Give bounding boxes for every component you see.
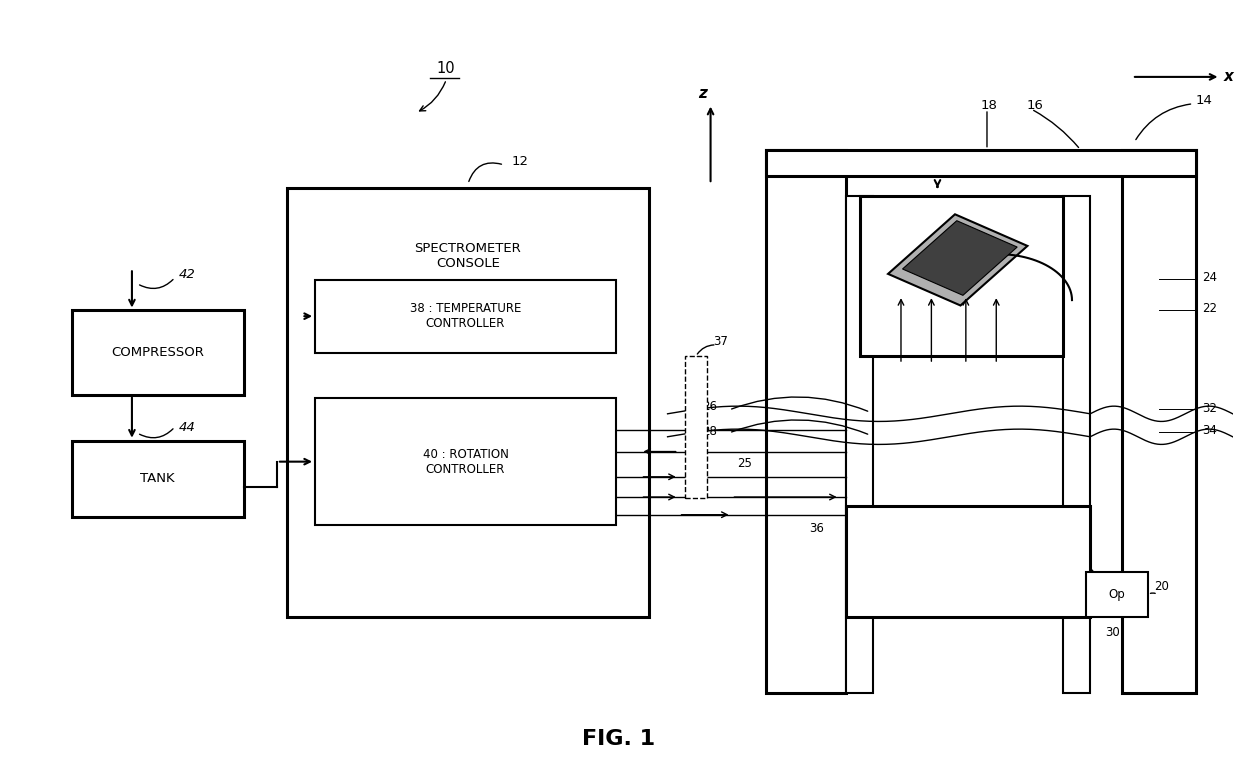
Bar [766,149,846,694]
Bar [315,399,616,525]
Bar [846,196,873,694]
Text: 36: 36 [808,522,823,535]
Text: 32: 32 [1202,402,1216,415]
Text: 16: 16 [1027,99,1043,112]
Polygon shape [888,214,1028,306]
Bar [861,196,1063,356]
Bar [1086,572,1148,617]
Text: 37: 37 [713,335,728,348]
Text: 25: 25 [738,457,753,470]
Text: 26: 26 [702,400,717,413]
Text: FIG. 1: FIG. 1 [582,729,655,749]
Text: 10: 10 [436,61,455,76]
Text: 42: 42 [179,268,195,280]
Polygon shape [903,221,1017,296]
Bar [315,280,616,352]
Text: 30: 30 [1105,626,1120,639]
Text: SPECTROMETER
CONSOLE: SPECTROMETER CONSOLE [414,241,521,269]
Bar [72,310,244,395]
Text: 12: 12 [511,155,528,168]
Bar [72,440,244,517]
Bar [766,149,1195,176]
Text: 20: 20 [1154,580,1169,593]
Text: 44: 44 [179,420,195,433]
Text: TANK: TANK [140,472,175,485]
Text: 22: 22 [1202,302,1216,315]
Text: COMPRESSOR: COMPRESSOR [112,346,205,359]
Text: 28: 28 [702,425,717,438]
Text: 34: 34 [1202,424,1216,437]
Text: 38 : TEMPERATURE
CONTROLLER: 38 : TEMPERATURE CONTROLLER [409,302,521,330]
Text: 14: 14 [1195,94,1213,107]
Text: 40 : ROTATION
CONTROLLER: 40 : ROTATION CONTROLLER [423,447,508,476]
Text: 24: 24 [1202,272,1216,284]
Text: x: x [1224,69,1234,84]
Bar [1122,149,1195,694]
Text: z: z [698,87,707,101]
Bar [1063,196,1090,694]
Text: Op: Op [1109,588,1126,601]
Bar [846,505,1090,617]
Text: 18: 18 [981,99,998,112]
Bar [286,188,649,617]
Bar [684,356,707,498]
